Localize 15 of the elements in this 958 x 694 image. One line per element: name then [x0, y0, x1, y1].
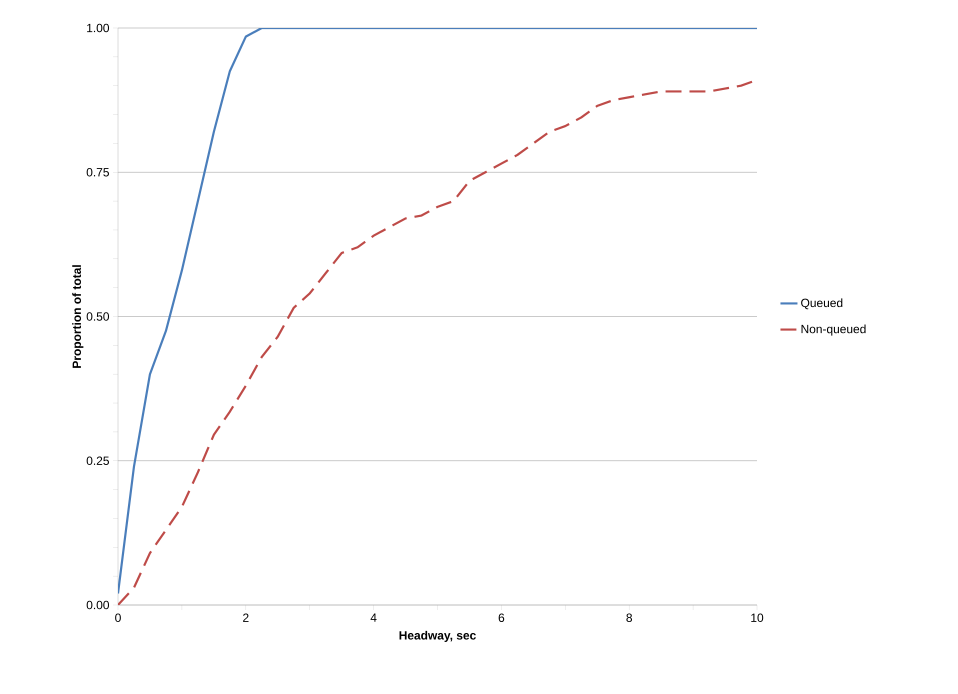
x-tick-label: 0 — [115, 614, 121, 622]
y-tick-label: 0.50 — [86, 312, 110, 321]
legend-label: Queued — [801, 298, 842, 310]
y-tick-label: 0.75 — [86, 168, 109, 176]
x-axis-title: Headway, sec — [400, 630, 476, 642]
x-tick-label: 2 — [243, 614, 249, 622]
y-tick-label: 1.00 — [87, 24, 110, 32]
y-tick-label: 0.00 — [86, 600, 110, 610]
x-tick-label: 10 — [751, 614, 764, 622]
y-axis-title: Proportion of total — [72, 265, 84, 368]
y-tick-label: 0.25 — [86, 456, 109, 465]
x-tick-label: 4 — [370, 614, 377, 622]
legend-label: Non-queued — [802, 324, 866, 336]
x-tick-label: 6 — [498, 614, 504, 622]
x-tick-label: 8 — [626, 614, 632, 622]
